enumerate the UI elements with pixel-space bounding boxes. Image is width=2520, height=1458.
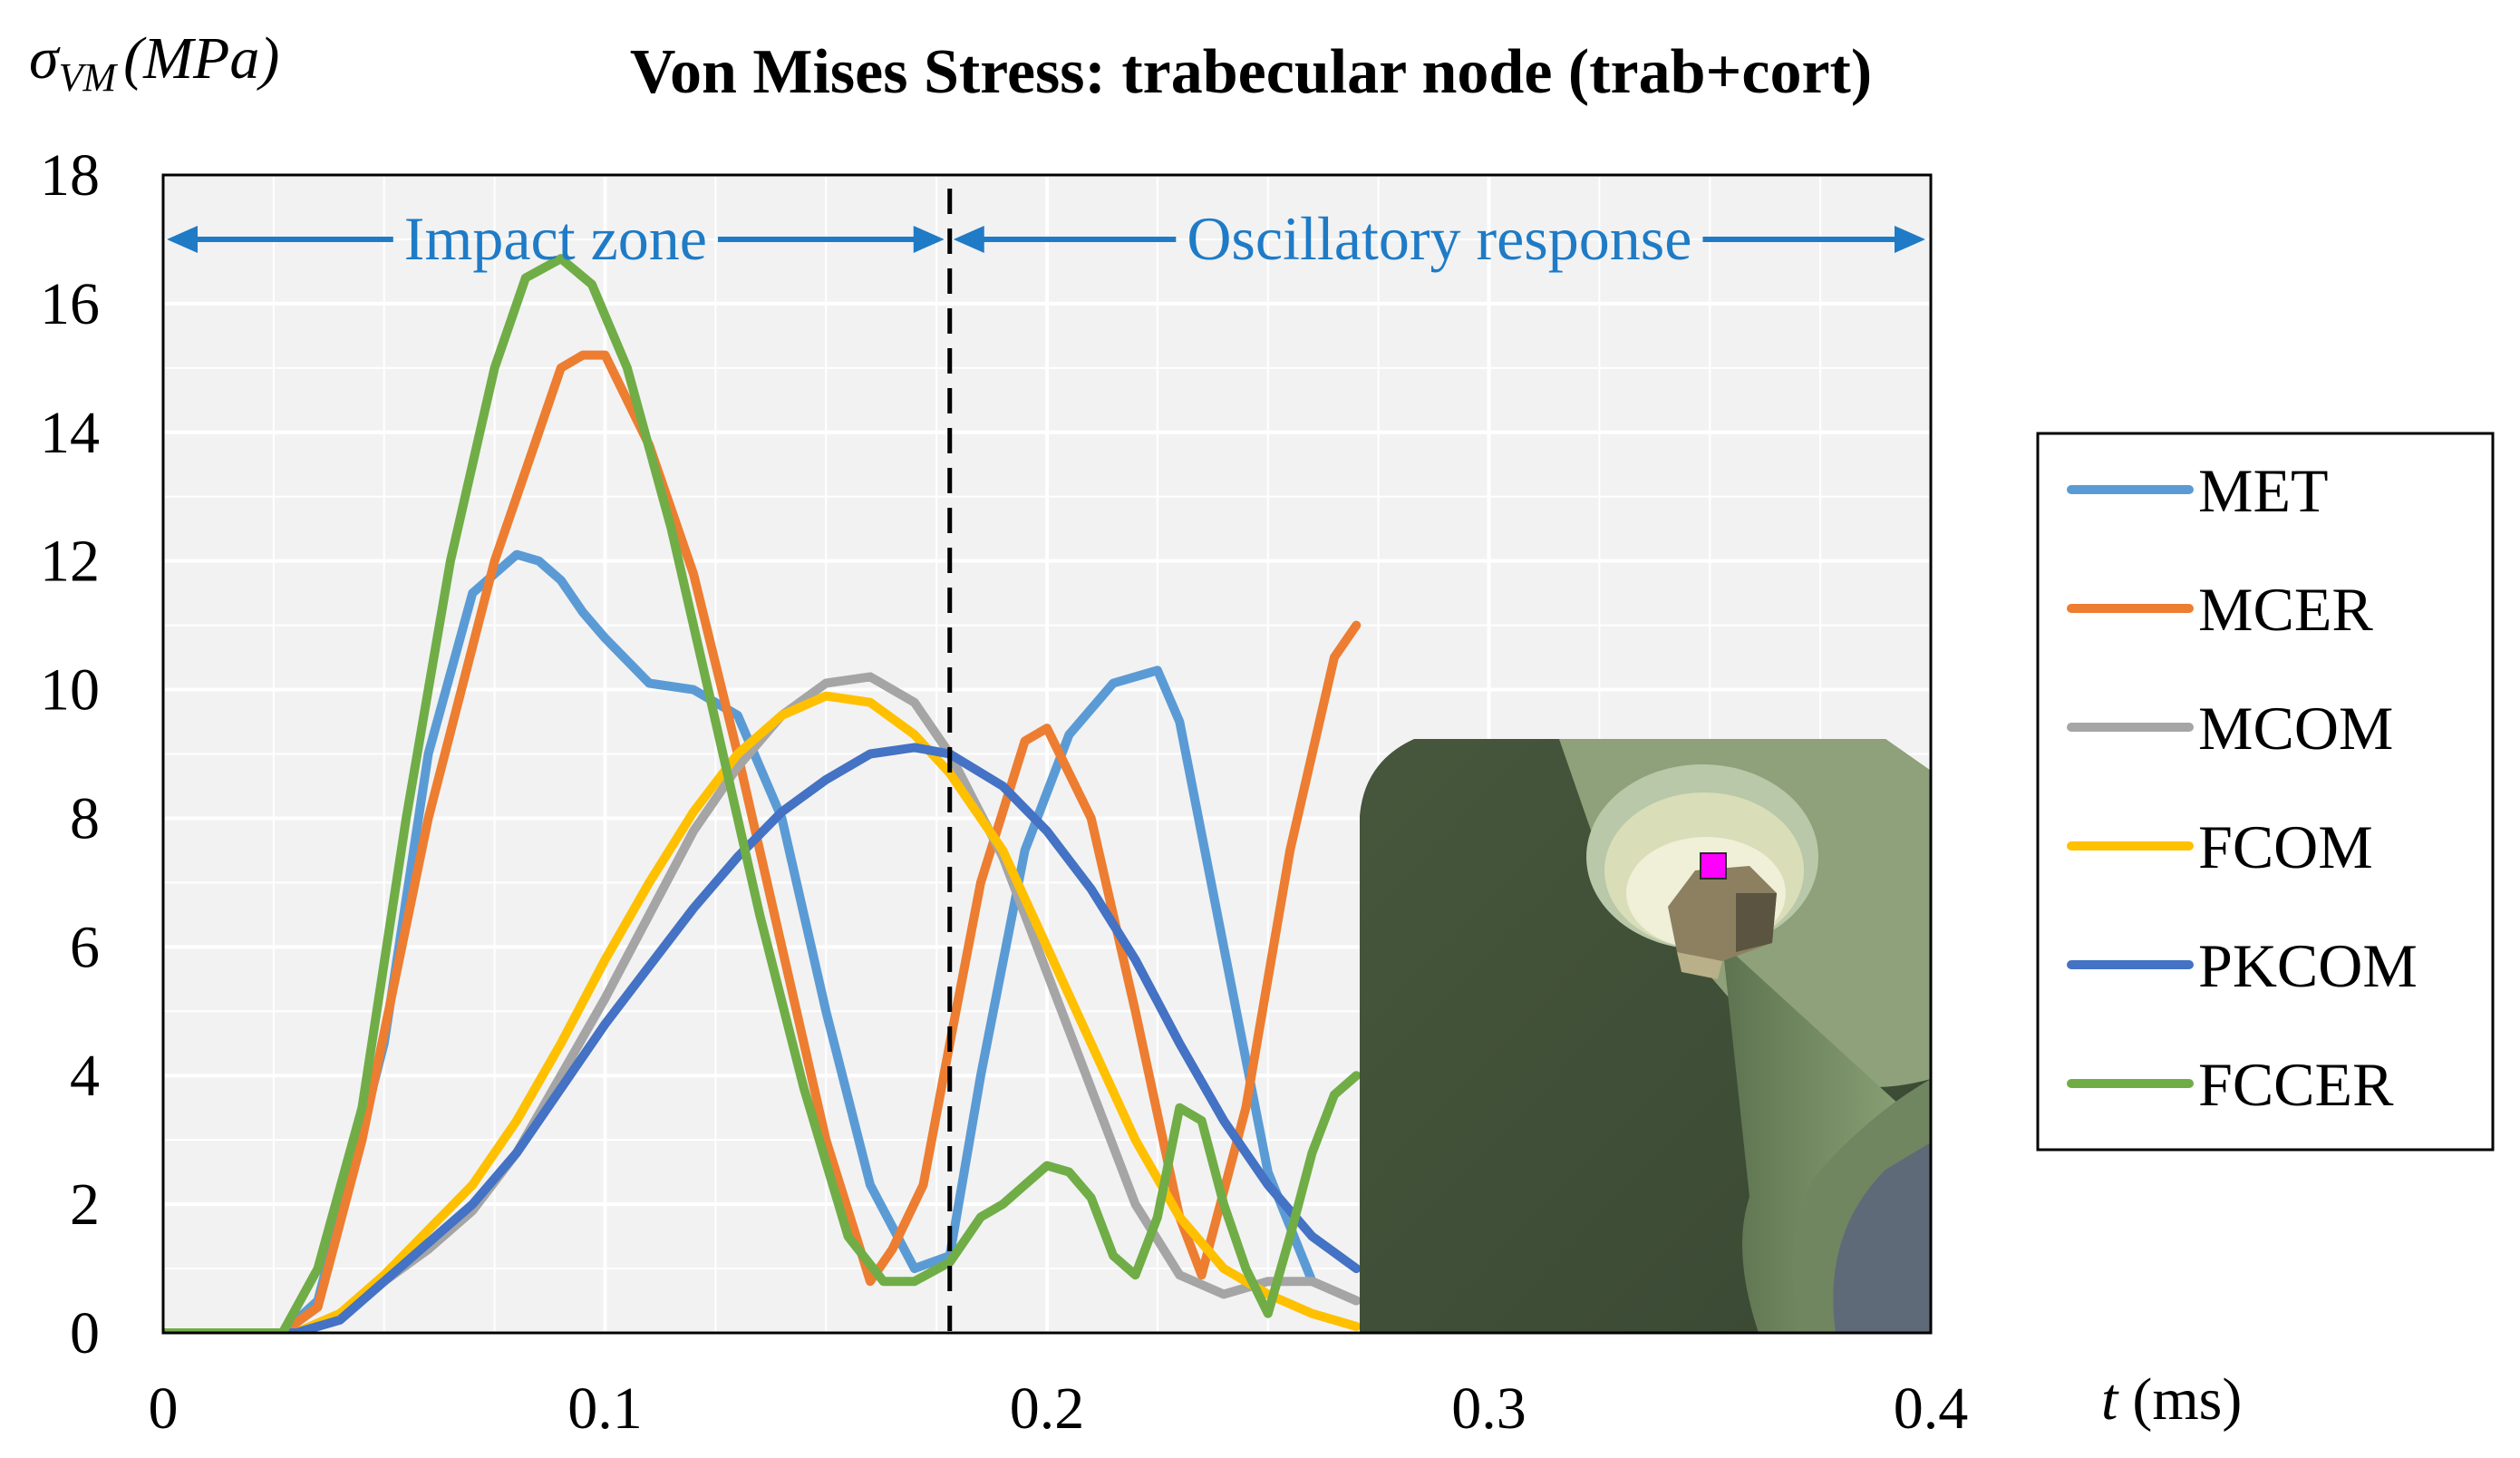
series-line-mcom <box>163 672 1362 1333</box>
legend: MET MCER MCOM FCOM PKCOM FCCER <box>2067 456 2418 1119</box>
inset-node-dark <box>1736 893 1777 952</box>
y-tick-label: 12 <box>40 529 100 595</box>
y-tick-label: 8 <box>70 785 100 851</box>
chart-title: Von Mises Stress: trabecular node (trab+… <box>630 37 1872 107</box>
legend-label: MCER <box>2198 575 2373 644</box>
legend-label: FCOM <box>2198 812 2373 881</box>
x-tick-labels: 0 0.1 0.2 0.3 0.4 <box>149 1375 1969 1442</box>
y-axis-subscript: VM <box>59 55 119 100</box>
y-axis-unit: (MPa) <box>123 25 279 92</box>
zone-annotations: Impact zone Oscillatory response <box>167 204 1925 273</box>
annotation-arrowhead <box>913 225 945 253</box>
y-tick-label: 10 <box>40 657 100 724</box>
annotation-arrowhead <box>167 225 198 253</box>
x-axis-symbol: t <box>2101 1366 2119 1433</box>
y-tick-label: 4 <box>70 1043 100 1109</box>
annotation-arrowhead <box>953 225 984 253</box>
y-tick-label: 0 <box>70 1300 100 1366</box>
x-tick-label: 0 <box>149 1375 179 1442</box>
legend-box <box>2036 432 2495 1152</box>
legend-label: FCCER <box>2198 1050 2394 1119</box>
annotation-label: Oscillatory response <box>1187 204 1691 273</box>
inset-dark-side <box>1833 1142 1931 1333</box>
legend-label: MET <box>2198 456 2329 525</box>
inset-marker-icon <box>1700 852 1727 880</box>
legend-label: PKCOM <box>2198 931 2418 1000</box>
model-inset-image <box>1360 739 1931 1333</box>
x-tick-label: 0.1 <box>567 1375 643 1442</box>
x-axis-unit: (ms) <box>2132 1366 2242 1433</box>
x-tick-label: 0.2 <box>1010 1375 1085 1442</box>
y-axis-symbol: σ <box>29 25 61 92</box>
y-tick-label: 6 <box>70 914 100 980</box>
x-tick-label: 0.3 <box>1451 1375 1527 1442</box>
legend-label: MCOM <box>2198 694 2393 763</box>
y-tick-label: 14 <box>40 400 100 466</box>
series-line-pkcom <box>163 743 1362 1333</box>
annotation-label: Impact zone <box>404 204 707 273</box>
inset-node-light <box>1677 952 1722 979</box>
y-axis-label: σVM (MPa) <box>29 25 279 100</box>
series-line-fcom <box>163 691 1362 1333</box>
annotation-arrowhead <box>1895 225 1925 253</box>
series-layer <box>163 254 1362 1333</box>
series-line-fccer <box>163 254 1362 1333</box>
y-tick-label: 16 <box>40 271 100 337</box>
y-tick-label: 18 <box>40 142 100 209</box>
plot-border <box>161 173 1933 1335</box>
x-tick-label: 0.4 <box>1894 1375 1969 1442</box>
y-tick-label: 2 <box>70 1171 100 1238</box>
x-axis-label: t (ms) <box>2101 1366 2242 1433</box>
y-tick-labels: 0 2 4 6 8 10 12 14 16 18 <box>40 142 100 1366</box>
